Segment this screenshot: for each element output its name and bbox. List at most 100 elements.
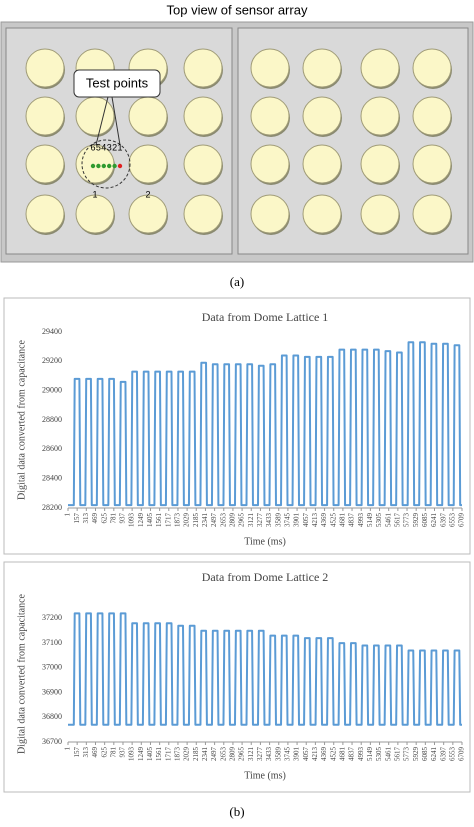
dome	[128, 96, 168, 136]
dome	[302, 48, 342, 88]
x-tick-label: 1093	[128, 513, 136, 528]
data-line	[68, 612, 462, 726]
y-tick-label: 36800	[42, 712, 62, 721]
dome	[412, 48, 452, 88]
x-tick-label: 5305	[375, 513, 383, 528]
y-tick-label: 29400	[42, 327, 62, 336]
x-tick-label: 6553	[448, 747, 456, 762]
point-label: 6	[90, 142, 95, 152]
x-tick-label: 3277	[256, 513, 264, 528]
x-tick-label: 3277	[256, 747, 264, 762]
x-tick-label: 6085	[421, 513, 429, 528]
x-tick-label: 5305	[375, 747, 383, 762]
x-axis-label: Time (ms)	[244, 770, 286, 781]
chart-title: Data from Dome Lattice 1	[202, 310, 329, 324]
dome	[183, 96, 223, 136]
x-tick-label: 5461	[384, 747, 392, 762]
test-point	[101, 163, 107, 169]
dome	[302, 144, 342, 184]
dome	[360, 194, 400, 234]
callout-box	[73, 69, 161, 98]
x-tick-label: 6709	[458, 513, 466, 528]
x-tick-label: 5461	[384, 513, 392, 528]
x-tick-label: 1249	[137, 747, 145, 762]
dome	[250, 144, 290, 184]
x-tick-label: 1873	[174, 747, 182, 762]
x-tick-label: 2185	[192, 747, 200, 762]
dome	[302, 194, 342, 234]
dome	[183, 144, 223, 184]
x-tick-label: 1405	[146, 747, 154, 762]
x-tick-label: 1561	[155, 513, 163, 528]
x-tick-label: 5773	[403, 513, 411, 528]
dome	[183, 194, 223, 234]
x-tick-label: 3901	[293, 513, 301, 528]
x-tick-label: 3121	[247, 747, 255, 762]
dome	[302, 96, 342, 136]
dome	[183, 48, 223, 88]
x-tick-label: 4837	[348, 513, 356, 528]
x-tick-label: 2653	[219, 747, 227, 762]
x-tick-label: 1717	[164, 513, 172, 528]
x-tick-label: 4681	[338, 513, 346, 528]
dome	[412, 194, 452, 234]
y-tick-label: 29000	[42, 385, 62, 394]
dome-label: 2	[145, 189, 150, 199]
x-tick-label: 3121	[247, 513, 255, 528]
point-label: 2	[112, 142, 117, 152]
x-tick-label: 5929	[412, 747, 420, 762]
x-tick-label: 2809	[229, 513, 237, 528]
x-tick-label: 1249	[137, 513, 145, 528]
x-tick-label: 781	[109, 513, 117, 524]
point-label: 1	[117, 142, 122, 152]
x-tick-label: 625	[100, 513, 108, 524]
x-tick-label: 4369	[320, 747, 328, 762]
x-tick-label: 1405	[146, 513, 154, 528]
x-tick-label: 2341	[201, 747, 209, 762]
x-tick-label: 2497	[210, 513, 218, 528]
x-tick-label: 2029	[183, 513, 191, 528]
domes	[25, 48, 452, 235]
x-tick-label: 4681	[338, 747, 346, 762]
dome	[412, 144, 452, 184]
dome	[250, 48, 290, 88]
x-tick-label: 4057	[302, 747, 310, 762]
x-tick-label: 2341	[201, 513, 209, 528]
x-tick-label: 2965	[238, 513, 246, 528]
x-tick-label: 6397	[439, 513, 447, 528]
x-tick-label: 4993	[357, 747, 365, 762]
x-tick-label: 5617	[393, 747, 401, 762]
x-tick-label: 313	[82, 747, 90, 758]
x-tick-label: 2497	[210, 747, 218, 762]
x-tick-label: 5617	[393, 513, 401, 528]
caption: (a)	[230, 274, 244, 289]
dome	[25, 194, 65, 234]
x-tick-label: 4213	[311, 747, 319, 762]
x-tick-label: 3901	[293, 747, 301, 762]
point-label: 3	[107, 142, 112, 152]
x-tick-label: 2185	[192, 513, 200, 528]
y-axis-label: Digital data converted from capacitance	[16, 339, 27, 499]
x-tick-label: 3589	[274, 747, 282, 762]
y-tick-label: 28600	[42, 444, 62, 453]
x-tick-label: 157	[73, 747, 81, 758]
x-tick-label: 1717	[164, 747, 172, 762]
y-tick-label: 36700	[42, 737, 62, 746]
x-tick-label: 3745	[284, 513, 292, 528]
y-tick-label: 28400	[42, 473, 62, 482]
point-label: 5	[96, 142, 101, 152]
chart-frame	[3, 561, 471, 793]
dome	[25, 144, 65, 184]
dome-label: 1	[92, 189, 97, 199]
y-axis-label: Digital data converted from capacitance	[16, 593, 27, 753]
x-tick-label: 5149	[366, 513, 374, 528]
x-tick-label: 625	[100, 747, 108, 758]
callout-arrow	[111, 96, 121, 146]
x-tick-label: 4525	[329, 513, 337, 528]
dome	[360, 144, 400, 184]
x-tick-label: 6709	[458, 747, 466, 762]
x-tick-label: 6085	[421, 747, 429, 762]
x-tick-label: 6553	[448, 513, 456, 528]
x-tick-label: 5929	[412, 513, 420, 528]
